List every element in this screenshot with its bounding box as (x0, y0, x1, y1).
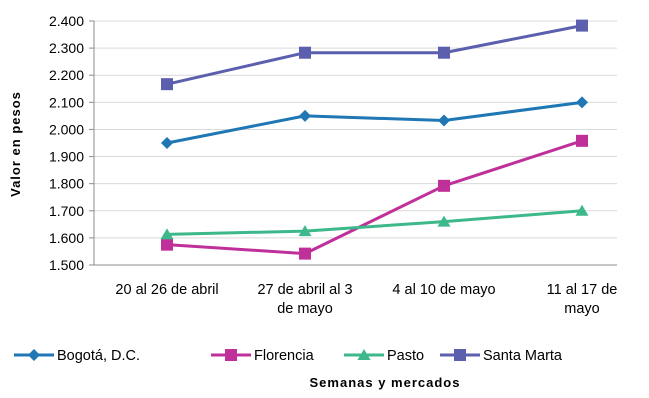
data-point (299, 109, 311, 122)
series-bogot-d-c- (161, 96, 588, 149)
data-point (438, 114, 450, 127)
y-tick-label: 2.400 (49, 13, 84, 29)
axes (89, 20, 617, 266)
data-point (438, 179, 450, 192)
legend-entry: Pasto (344, 348, 424, 364)
tick-labels: 1.500 1.600 1.700 1.800 1.900 2.000 2.100 2.200… (49, 13, 617, 317)
data-point (576, 96, 588, 109)
legend-marker (28, 349, 40, 361)
legend-label: Santa Marta (483, 348, 563, 364)
data-point (161, 78, 173, 91)
series-florencia (161, 134, 588, 260)
y-tick-label: 2.000 (49, 121, 84, 137)
y-tick-label: 1.500 (49, 257, 84, 273)
series-line (166, 139, 583, 256)
legend-label: Pasto (387, 348, 424, 364)
series-line (166, 24, 583, 86)
data-point (161, 238, 173, 251)
series-line (166, 100, 583, 145)
y-tick-label: 1.700 (49, 203, 84, 219)
x-tick-label: 4 al 10 de mayo (392, 282, 495, 298)
legend-label: Bogotá, D.C. (57, 348, 140, 364)
series-pasto (160, 204, 589, 240)
y-tick-label: 2.100 (49, 94, 84, 110)
legend-entry: Santa Marta (440, 348, 563, 364)
data-point (438, 46, 450, 59)
legend-entry: Bogotá, D.C. (14, 348, 140, 364)
legend-marker (225, 349, 237, 361)
data-point (299, 247, 311, 260)
legend-label: Florencia (254, 348, 315, 364)
x-axis-title: Semanas y mercados (310, 375, 461, 390)
series-line (166, 209, 583, 236)
legend-marker (357, 349, 371, 360)
legend-entry: Florencia (211, 348, 315, 364)
series (160, 19, 589, 260)
data-point (576, 19, 588, 32)
x-tick-label: 27 de abril al 3 de mayo (257, 282, 352, 317)
data-point (437, 215, 451, 227)
x-tick-label: 11 al 17 de mayo (547, 282, 618, 317)
data-point (576, 134, 588, 147)
gridlines (94, 20, 617, 266)
y-tick-label: 2.200 (49, 67, 84, 83)
x-tick-label: 20 al 26 de abril (115, 282, 218, 298)
data-point (575, 204, 589, 216)
series-santa-marta (161, 19, 588, 91)
y-tick-label: 1.900 (49, 149, 84, 165)
y-tick-label: 2.300 (49, 40, 84, 56)
y-tick-label: 1.600 (49, 230, 84, 246)
legend: Bogotá, D.C. Florencia Pasto Santa Marta (14, 348, 563, 364)
data-point (161, 137, 173, 149)
data-point (299, 46, 311, 59)
data-point (160, 228, 174, 240)
legend-marker (454, 349, 466, 361)
y-axis-title: Valor en pesos (8, 91, 23, 197)
y-tick-label: 1.800 (49, 176, 84, 192)
data-point (298, 225, 312, 237)
